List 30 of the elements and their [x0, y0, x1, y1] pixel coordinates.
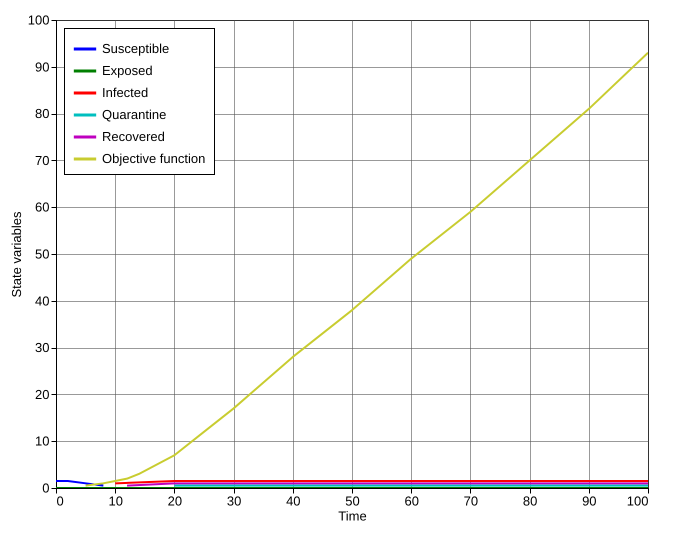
legend-label: Susceptible — [102, 41, 170, 56]
x-tick-label: 10 — [108, 494, 123, 508]
x-tick-label: 90 — [582, 494, 597, 508]
x-tick-label: 80 — [522, 494, 538, 508]
x-tick-label: 40 — [286, 494, 301, 508]
x-tick-label: 100 — [626, 494, 648, 508]
legend-label: Infected — [102, 85, 148, 100]
x-tick-label: 0 — [56, 494, 64, 508]
y-tick-label: 90 — [35, 59, 50, 74]
legend-label: Exposed — [102, 63, 153, 78]
x-tick-label: 70 — [464, 494, 478, 508]
x-tick-label: 60 — [404, 494, 419, 508]
y-tick-label: 50 — [35, 246, 50, 262]
y-tick-label: 10 — [35, 434, 50, 449]
y-tick-label: 20 — [35, 386, 50, 402]
x-tick-label: 20 — [168, 494, 182, 508]
x-axis-title: Time — [338, 508, 367, 524]
y-tick-label: 0 — [42, 480, 50, 496]
legend-label: Recovered — [102, 129, 165, 144]
legend-label: Quarantine — [102, 107, 166, 122]
y-tick-label: 40 — [35, 293, 50, 308]
y-tick-label: 30 — [35, 340, 50, 356]
x-tick-label: 30 — [226, 494, 242, 508]
y-tick-label: 80 — [35, 106, 50, 122]
y-tick-label: 70 — [35, 152, 50, 168]
y-tick-label: 100 — [28, 12, 50, 28]
legend-label: Objective function — [102, 151, 206, 166]
y-axis-title: State variables — [8, 211, 24, 298]
y-tick-label: 60 — [35, 200, 50, 215]
x-tick-label: 50 — [345, 494, 360, 508]
